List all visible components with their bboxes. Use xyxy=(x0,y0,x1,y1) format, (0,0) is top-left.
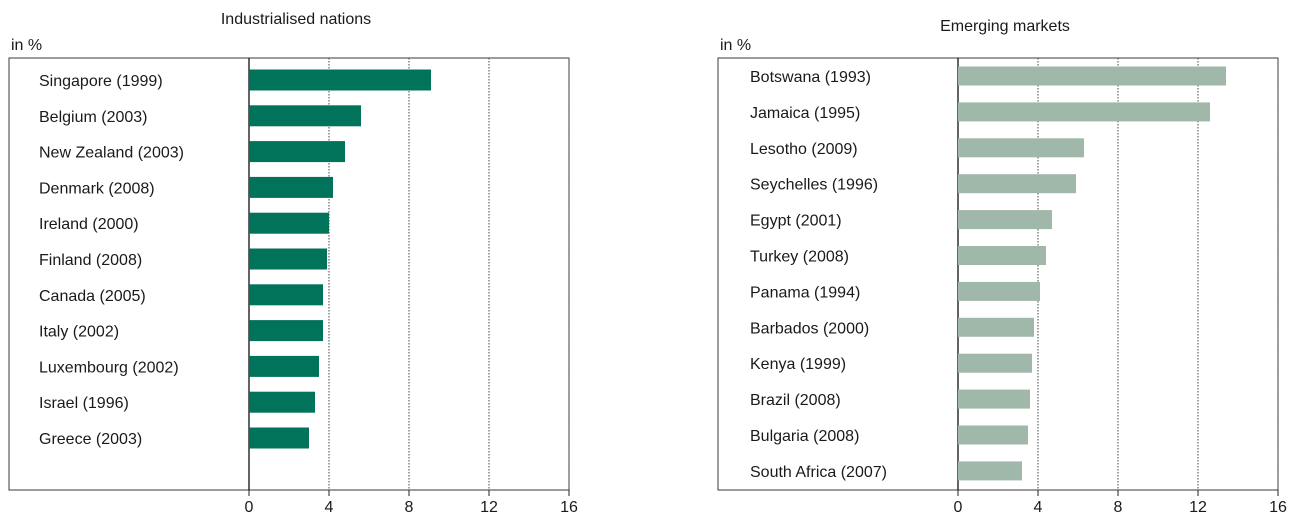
bar-greece-2003 xyxy=(249,427,309,449)
bar-seychelles-1996 xyxy=(958,174,1076,194)
bar-panama-1994 xyxy=(958,281,1040,301)
tick-label-12: 12 xyxy=(1189,499,1207,516)
tick-label-8: 8 xyxy=(405,499,414,516)
chart-title: Emerging markets xyxy=(940,18,1070,35)
bar-ireland-2000 xyxy=(249,212,329,234)
category-label-belgium-2003: Belgium (2003) xyxy=(39,109,148,126)
category-label-turkey-2008: Turkey (2008) xyxy=(750,249,849,266)
bar-egypt-2001 xyxy=(958,210,1052,230)
category-label-italy-2002: Italy (2002) xyxy=(39,324,119,341)
category-label-barbados-2000: Barbados (2000) xyxy=(750,320,869,337)
tick-label-16: 16 xyxy=(1269,499,1287,516)
tick-label-0: 0 xyxy=(954,499,963,516)
bar-bulgaria-2008 xyxy=(958,425,1028,445)
tick-label-16: 16 xyxy=(560,499,578,516)
category-label-singapore-1999: Singapore (1999) xyxy=(39,73,163,90)
bar-brazil-2008 xyxy=(958,389,1030,409)
bar-denmark-2008 xyxy=(249,176,333,198)
bar-canada-2005 xyxy=(249,284,323,306)
tick-label-4: 4 xyxy=(1034,499,1043,516)
category-label-denmark-2008: Denmark (2008) xyxy=(39,180,155,197)
category-label-new-zealand-2003: New Zealand (2003) xyxy=(39,145,184,162)
category-label-seychelles-1996: Seychelles (1996) xyxy=(750,177,878,194)
category-label-greece-2003: Greece (2003) xyxy=(39,431,142,448)
tick-label-0: 0 xyxy=(245,499,254,516)
bar-singapore-1999 xyxy=(249,69,431,91)
bar-jamaica-1995 xyxy=(958,102,1210,122)
category-label-israel-1996: Israel (1996) xyxy=(39,395,129,412)
bar-lesotho-2009 xyxy=(958,138,1084,158)
bar-botswana-1993 xyxy=(958,66,1226,86)
bar-south-africa-2007 xyxy=(958,461,1022,481)
chart-panel-emerging: Emerging markets in % Botswana (1993) Jamai… xyxy=(717,18,1287,516)
category-label-egypt-2001: Egypt (2001) xyxy=(750,213,842,230)
category-label-south-africa-2007: South Africa (2007) xyxy=(750,464,887,481)
category-label-brazil-2008: Brazil (2008) xyxy=(750,392,841,409)
bar-italy-2002 xyxy=(249,320,323,342)
category-label-kenya-1999: Kenya (1999) xyxy=(750,356,846,373)
bar-kenya-1999 xyxy=(958,353,1032,373)
bar-luxembourg-2002 xyxy=(249,355,319,377)
category-label-luxembourg-2002: Luxembourg (2002) xyxy=(39,359,179,376)
category-label-jamaica-1995: Jamaica (1995) xyxy=(750,105,860,122)
bar-new-zealand-2003 xyxy=(249,141,345,163)
tick-label-12: 12 xyxy=(480,499,498,516)
bar-israel-1996 xyxy=(249,391,315,413)
chart-panel-industrialised: Industrialised nations in % Singapore (199… xyxy=(8,11,578,516)
category-label-panama-1994: Panama (1994) xyxy=(750,284,860,301)
unit-label: in % xyxy=(720,37,751,54)
bar-barbados-2000 xyxy=(958,317,1034,337)
tick-label-4: 4 xyxy=(325,499,334,516)
unit-label: in % xyxy=(11,37,42,54)
plot-frame xyxy=(717,57,1279,491)
chart-title: Industrialised nations xyxy=(221,11,371,28)
category-label-finland-2008: Finland (2008) xyxy=(39,252,142,269)
category-label-botswana-1993: Botswana (1993) xyxy=(750,69,871,86)
category-label-canada-2005: Canada (2005) xyxy=(39,288,146,305)
bar-finland-2008 xyxy=(249,248,327,270)
category-label-bulgaria-2008: Bulgaria (2008) xyxy=(750,428,859,445)
category-label-ireland-2000: Ireland (2000) xyxy=(39,216,139,233)
bar-belgium-2003 xyxy=(249,105,361,127)
category-label-lesotho-2009: Lesotho (2009) xyxy=(750,141,858,158)
tick-label-8: 8 xyxy=(1114,499,1123,516)
bar-turkey-2008 xyxy=(958,246,1046,265)
